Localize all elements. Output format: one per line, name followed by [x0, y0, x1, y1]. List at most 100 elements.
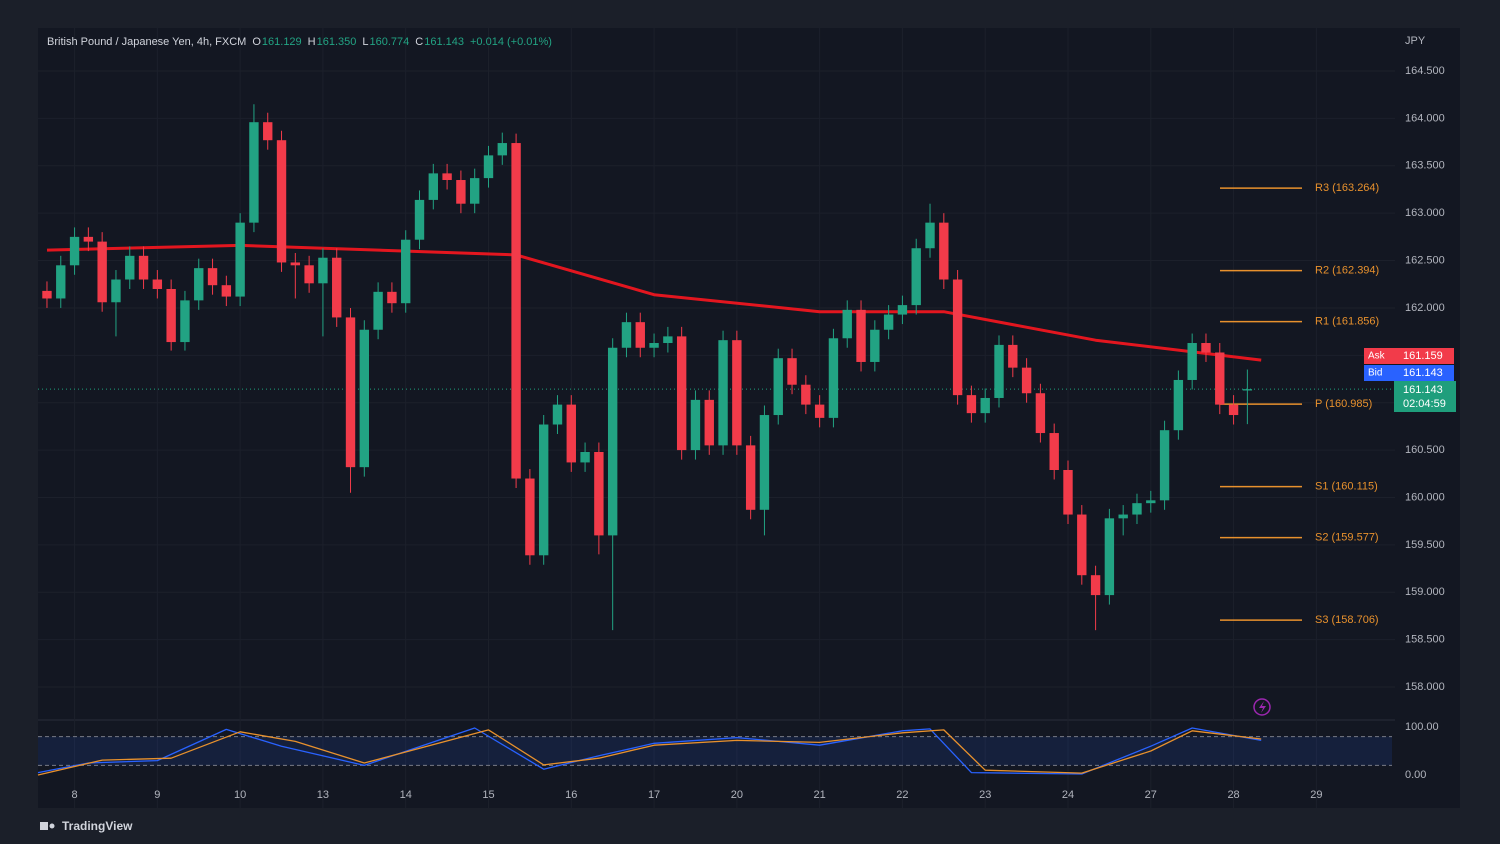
candle-body — [525, 478, 535, 556]
symbol-title: British Pound / Japanese Yen, 4h, FXCM O1… — [47, 36, 552, 48]
oscillator-line — [37, 727, 1262, 775]
candle-body — [387, 291, 397, 304]
candle-body — [221, 285, 232, 297]
ohlc-value: 161.143 — [424, 36, 464, 48]
pivot-label: R2 (162.394) — [1315, 265, 1379, 277]
candle-body — [1077, 514, 1087, 576]
candle-body — [111, 279, 121, 303]
candle-body — [483, 155, 494, 179]
ask-tag: Ask 161.159 — [1364, 348, 1454, 364]
chart-panel — [38, 28, 1460, 808]
oscillator-line — [37, 729, 1262, 776]
candle-body — [1242, 389, 1253, 391]
alert-icon[interactable] — [1253, 698, 1271, 716]
y-tick-label: 160.500 — [1405, 444, 1445, 456]
pivot-label: S1 (160.115) — [1315, 480, 1378, 492]
x-tick-label: 13 — [317, 789, 329, 801]
y-tick-label: 163.000 — [1405, 207, 1445, 219]
candle-body — [732, 340, 742, 446]
candle-body — [1035, 393, 1046, 434]
candle-body — [635, 322, 645, 348]
brand-logo-dot — [49, 823, 55, 829]
candle-body — [373, 291, 383, 330]
candle-body — [690, 399, 701, 451]
pivot-label: P (160.985) — [1315, 398, 1372, 410]
symbol: British Pound / Japanese Yen, 4h, FXCM — [47, 36, 246, 48]
candle-body — [1118, 514, 1128, 519]
axes: JPY 158.000 158.500 159.000 159.500 160.000 1… — [72, 35, 1456, 801]
x-tick-label: 23 — [979, 789, 991, 801]
pivot-label: R1 (161.856) — [1315, 315, 1379, 327]
change: +0.014 (+0.01%) — [470, 36, 552, 48]
ohlc-label: C — [415, 36, 423, 48]
candle-body — [925, 222, 935, 249]
x-tick-label: 14 — [400, 789, 412, 801]
x-tick-label: 22 — [896, 789, 908, 801]
candle-body — [1104, 518, 1115, 596]
candle-body — [470, 178, 480, 204]
candle-body — [1008, 344, 1018, 368]
alert-bolt — [1259, 701, 1266, 713]
candle-body — [759, 415, 770, 510]
candle-body — [580, 451, 590, 463]
candle-body — [56, 265, 66, 299]
candle-body — [401, 239, 411, 304]
candle-body — [1159, 430, 1170, 501]
y-tick-label: 160.000 — [1405, 491, 1445, 503]
candle-body — [207, 268, 218, 286]
pivot-label: S2 (159.577) — [1315, 531, 1379, 543]
candle-body — [745, 445, 756, 510]
x-tick-label: 20 — [731, 789, 743, 801]
candle-body — [552, 404, 563, 425]
candle-body — [1187, 343, 1197, 380]
candle-body — [966, 395, 977, 414]
candle-body — [566, 404, 576, 463]
y-tick-label: 162.000 — [1405, 302, 1445, 314]
ohlc-label: L — [362, 36, 368, 48]
candle-body — [994, 344, 1004, 398]
x-tick-label: 8 — [72, 789, 78, 801]
candle-body — [249, 122, 259, 223]
candle-body — [1201, 343, 1211, 353]
candle-body — [304, 265, 314, 284]
x-tick-label: 27 — [1145, 789, 1157, 801]
candle-body — [814, 404, 825, 418]
brand: TradingView — [40, 819, 133, 833]
y-tick-label: 159.000 — [1405, 586, 1445, 598]
oscillator-tick-label: 0.00 — [1405, 769, 1426, 781]
ohlc-value: 161.129 — [262, 36, 302, 48]
x-tick-label: 16 — [565, 789, 577, 801]
candle-body — [1146, 500, 1156, 504]
candle-body — [332, 257, 342, 318]
bid-tag-label: Bid — [1368, 368, 1382, 379]
candle-body — [1132, 503, 1142, 515]
candle-body — [773, 358, 783, 416]
pivot-label: S3 (158.706) — [1315, 614, 1379, 626]
brand-name: TradingView — [62, 819, 133, 833]
candle-body — [939, 222, 949, 280]
candle-body — [718, 340, 728, 446]
candle-body — [842, 309, 852, 339]
candle-body — [1063, 470, 1073, 515]
candle-body — [166, 288, 176, 343]
y-tick-label: 162.500 — [1405, 254, 1445, 266]
candle-body — [663, 336, 673, 344]
candle-body — [704, 399, 714, 446]
x-tick-label: 24 — [1062, 789, 1074, 801]
candle-body — [318, 257, 328, 284]
x-tick-label: 9 — [154, 789, 160, 801]
candle-body — [456, 180, 466, 204]
candle-body — [345, 317, 356, 468]
candle-body — [1173, 379, 1184, 431]
x-tick-label: 17 — [648, 789, 660, 801]
last-tag-bg — [1394, 381, 1456, 412]
x-tick-label: 15 — [482, 789, 494, 801]
bid-tag-bg — [1364, 365, 1454, 381]
x-tick-label: 21 — [814, 789, 826, 801]
candle-body — [83, 236, 94, 242]
candle-body — [152, 279, 163, 289]
candle-body — [194, 268, 204, 301]
plot: R3 (163.264) R2 (162.394) R1 (161.856) P (1… — [37, 104, 1395, 776]
candle-body — [497, 143, 507, 156]
